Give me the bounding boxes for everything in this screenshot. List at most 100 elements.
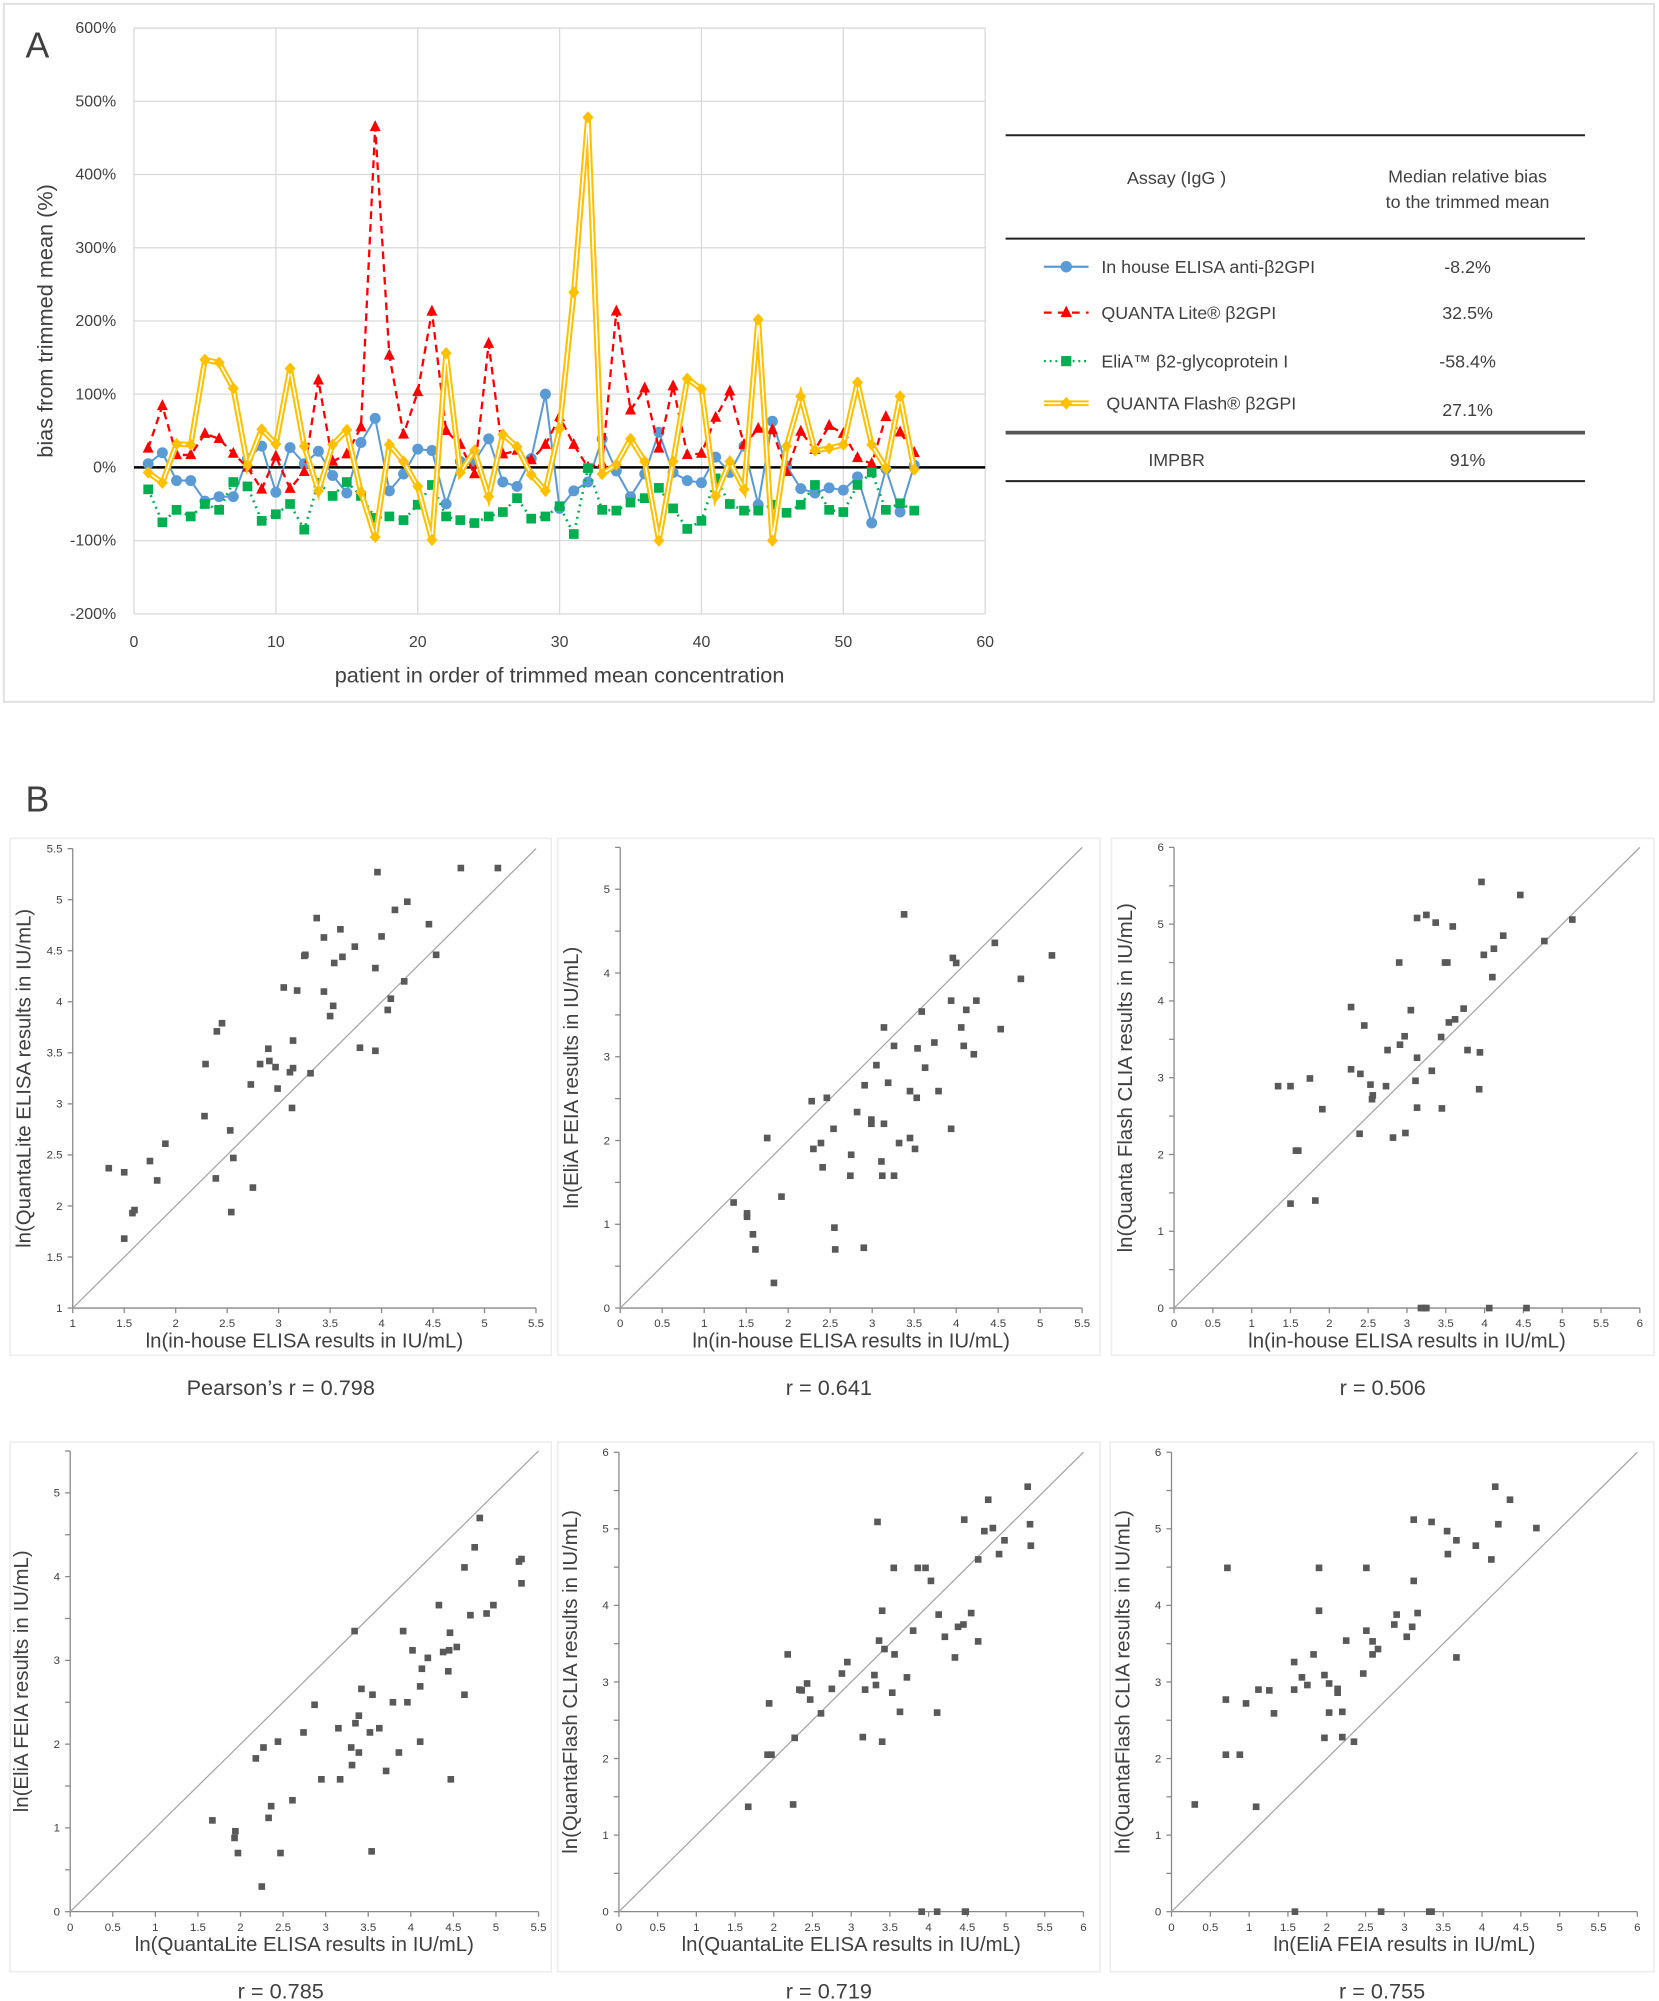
x-tick-label: 3	[1404, 1318, 1410, 1330]
data-point	[1319, 1105, 1326, 1113]
y-tick-label: 0	[1157, 1303, 1163, 1315]
diamond-marker	[852, 376, 863, 389]
data-point	[891, 1651, 898, 1658]
scatter-plot-6: 0 1 2 3 4 5 6 0 0.5 1 1.5 2 2.5 3 3.5 4 4.5 5 5.5 6 ln(EliA …	[1109, 1441, 1655, 2001]
data-point	[871, 1671, 878, 1679]
data-point	[435, 1601, 443, 1609]
diamond-marker	[653, 534, 665, 547]
x-tick-label: 2.5	[219, 1318, 235, 1330]
x-tick-label: 3	[1401, 1922, 1407, 1934]
triangle-marker	[185, 448, 197, 460]
x-tick-label: 1.5	[1280, 1922, 1296, 1934]
data-point	[1298, 1674, 1306, 1681]
y-tick-label: -100%	[70, 533, 116, 550]
y-axis-title: ln(EliA FEIA results in IU/mL)	[11, 1550, 33, 1812]
x-tick-label: 4	[408, 1922, 415, 1934]
x-tick-label: 2.5	[1358, 1922, 1374, 1934]
y-tick-label: 2.5	[47, 1150, 63, 1162]
data-point	[890, 1564, 898, 1572]
data-point	[927, 1577, 935, 1585]
data-point	[326, 1012, 334, 1020]
data-point	[356, 1044, 364, 1052]
triangle-marker	[412, 385, 424, 397]
data-point	[387, 995, 395, 1003]
data-point	[991, 939, 999, 947]
y-tick-label: 300%	[75, 240, 116, 257]
square-marker	[398, 515, 409, 525]
square-marker	[185, 511, 196, 522]
x-tick-label: 1.5	[1283, 1318, 1299, 1330]
data-point	[1414, 1609, 1421, 1617]
data-point	[1393, 1611, 1400, 1618]
x-tick-label: 4.5	[425, 1318, 441, 1330]
data-point	[230, 1154, 237, 1162]
data-point	[368, 1848, 375, 1855]
diamond-marker	[894, 390, 906, 403]
square-marker	[483, 511, 494, 522]
x-tick-label: 2	[771, 1922, 777, 1934]
square-marker	[795, 499, 806, 510]
data-point	[973, 997, 980, 1004]
data-point	[861, 1081, 868, 1089]
data-point	[933, 1709, 941, 1716]
diamond-marker	[468, 444, 480, 457]
y-tick-label: 4	[56, 997, 63, 1009]
data-point	[318, 1776, 325, 1783]
x-tick-label: 5.5	[1074, 1318, 1090, 1330]
data-point	[954, 1623, 962, 1631]
data-point	[209, 1817, 216, 1824]
data-point	[890, 1042, 898, 1050]
circle-marker	[1060, 260, 1072, 273]
data-point	[120, 1235, 128, 1242]
data-point	[1444, 959, 1451, 966]
data-point	[868, 1116, 875, 1123]
data-point	[1304, 1681, 1311, 1689]
square-marker	[427, 480, 437, 490]
data-point	[828, 1685, 836, 1693]
data-point	[1476, 1049, 1484, 1056]
table-row: In house ELISA anti-β2GPI -8.2%	[1043, 257, 1491, 277]
y-tick-label: 2	[56, 1201, 62, 1213]
x-axis-title: ln(QuantaLite ELISA results in IU/mL)	[682, 1934, 1021, 1956]
data-point	[1367, 1081, 1374, 1088]
data-point	[1568, 916, 1576, 923]
data-point	[226, 1127, 234, 1134]
x-tick-label: 0	[616, 1922, 622, 1934]
diamond-marker	[667, 455, 679, 468]
data-point	[770, 1279, 778, 1287]
y-tick-label: 3	[1157, 1073, 1163, 1085]
data-point	[467, 1611, 474, 1619]
identity-line	[618, 1451, 1084, 1913]
x-tick-label: 5	[1556, 1922, 1562, 1934]
data-point	[744, 1803, 752, 1811]
square-marker	[497, 507, 508, 517]
data-point	[403, 898, 411, 906]
assay-name: In house ELISA anti-β2GPI	[1101, 257, 1315, 277]
x-tick-label: 2.5	[275, 1922, 291, 1934]
plot-frame	[1110, 837, 1655, 1357]
data-point	[146, 1157, 154, 1165]
x-tick-label: 4	[1479, 1922, 1486, 1934]
square-marker	[384, 511, 395, 522]
circle-marker	[369, 412, 381, 424]
data-point	[409, 1647, 416, 1654]
correlation-caption: r = 0.785	[238, 1978, 324, 2001]
circle-marker	[213, 491, 225, 503]
data-point	[970, 1050, 978, 1058]
data-point	[1428, 1067, 1436, 1075]
data-point	[227, 1208, 235, 1216]
data-point	[432, 951, 440, 959]
data-point	[1453, 1536, 1460, 1544]
circle-marker	[156, 447, 168, 459]
x-tick-label: 5	[1037, 1318, 1043, 1330]
data-point	[355, 1712, 363, 1719]
circle-marker	[284, 442, 296, 454]
data-point	[960, 1042, 968, 1050]
x-tick-label: 2.5	[1360, 1318, 1376, 1330]
triangle-marker	[625, 403, 637, 415]
square-marker	[540, 511, 551, 522]
data-point	[1347, 1065, 1355, 1073]
data-point	[265, 1814, 272, 1822]
x-tick-label: 4	[925, 1922, 932, 1934]
